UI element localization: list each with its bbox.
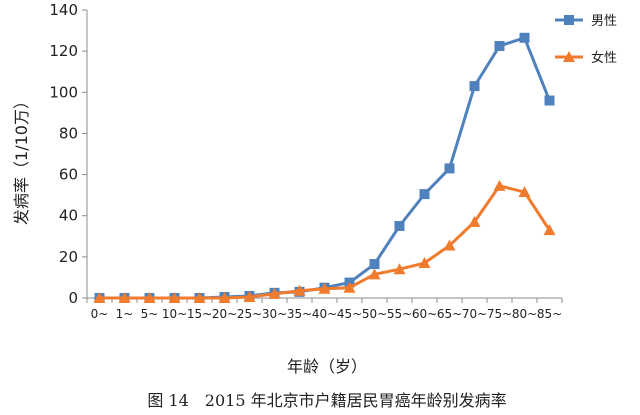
data-point-square [469, 81, 480, 92]
data-point-triangle [293, 284, 306, 296]
data-point-square [519, 32, 530, 43]
y-tick-label: 80 [59, 124, 78, 142]
x-axis-title: 年龄（岁） [287, 357, 367, 376]
legend-marker-square [564, 15, 574, 25]
x-tick-label: 25~ [237, 307, 262, 321]
data-point-square [419, 189, 430, 200]
legend-item-female: 女性 [555, 50, 617, 66]
x-tick-label: 5~ [141, 307, 159, 321]
data-point-triangle [193, 292, 206, 303]
data-point-square [394, 221, 405, 231]
data-point-triangle [468, 215, 481, 227]
data-point-triangle [493, 179, 506, 191]
series-layer [93, 32, 556, 303]
x-tick-label: 50~ [362, 307, 387, 321]
series-line [99, 36, 551, 300]
data-point-square [494, 41, 505, 51]
data-point-triangle [143, 292, 156, 303]
data-point-triangle [443, 239, 456, 251]
x-tick-label: 0~ [91, 307, 109, 321]
x-tick-label: 60~ [412, 307, 437, 321]
series-male [94, 32, 555, 303]
data-point-triangle [418, 257, 431, 269]
y-tick-label: 60 [59, 166, 78, 184]
y-tick-label: 40 [59, 207, 78, 225]
data-point-triangle [218, 292, 231, 303]
x-tick-label: 10~ [162, 307, 187, 321]
data-point-triangle [543, 224, 556, 236]
data-point-triangle [243, 290, 256, 302]
y-tick-label: 20 [59, 248, 78, 266]
x-tick-label: 30~ [262, 307, 287, 321]
x-tick-label: 85~ [537, 307, 562, 321]
data-point-triangle [118, 292, 131, 303]
y-tick-label: 100 [49, 83, 78, 101]
x-tick-label: 15~ [187, 307, 212, 321]
data-point-triangle [268, 287, 281, 299]
x-tick-label: 45~ [337, 307, 362, 321]
data-point-square [444, 163, 455, 174]
x-tick-label: 80~ [512, 307, 537, 321]
data-point-triangle [318, 282, 331, 294]
x-tick-label: 55~ [387, 307, 412, 321]
x-tick-label: 35~ [287, 307, 312, 321]
data-point-triangle [168, 292, 181, 303]
data-point-triangle [368, 268, 381, 280]
data-point-triangle [93, 292, 106, 303]
figure-caption: 图 14 2015 年北京市户籍居民胃癌年龄别发病率 [147, 391, 506, 410]
y-tick-label: 120 [49, 42, 78, 60]
legend-label-female: 女性 [591, 50, 617, 66]
legend-label-male: 男性 [591, 14, 617, 29]
legend-item-male: 男性 [555, 14, 617, 29]
legend-marker-triangle [563, 51, 575, 62]
data-point-triangle [518, 186, 531, 198]
x-tick-label: 70~ [462, 307, 487, 321]
series-line [99, 184, 551, 300]
x-axis: 0~ 1~ 5~ 10~ 15~ 20~ 25~ 30~ 35~ 40~ 45~ 50~ 55~ 60~ 6… [86, 297, 563, 321]
x-tick-label: 40~ [312, 307, 337, 321]
x-tick-label: 65~ [437, 307, 462, 321]
x-tick-label: 20~ [212, 307, 237, 321]
y-axis-title: 发病率（1/10万） [12, 93, 31, 225]
y-tick-label: 140 [49, 1, 78, 19]
y-axis: 0 20 40 60 80 100 120 140 [49, 1, 88, 307]
data-point-triangle [343, 281, 356, 293]
series-female [93, 179, 556, 303]
data-point-triangle [393, 263, 406, 275]
x-tick-label: 75~ [487, 307, 512, 321]
y-tick-label: 0 [68, 289, 78, 307]
data-point-square [544, 95, 555, 106]
legend: 男性 女性 [555, 14, 617, 66]
x-tick-label: 1~ [116, 307, 134, 321]
data-point-square [369, 259, 380, 270]
